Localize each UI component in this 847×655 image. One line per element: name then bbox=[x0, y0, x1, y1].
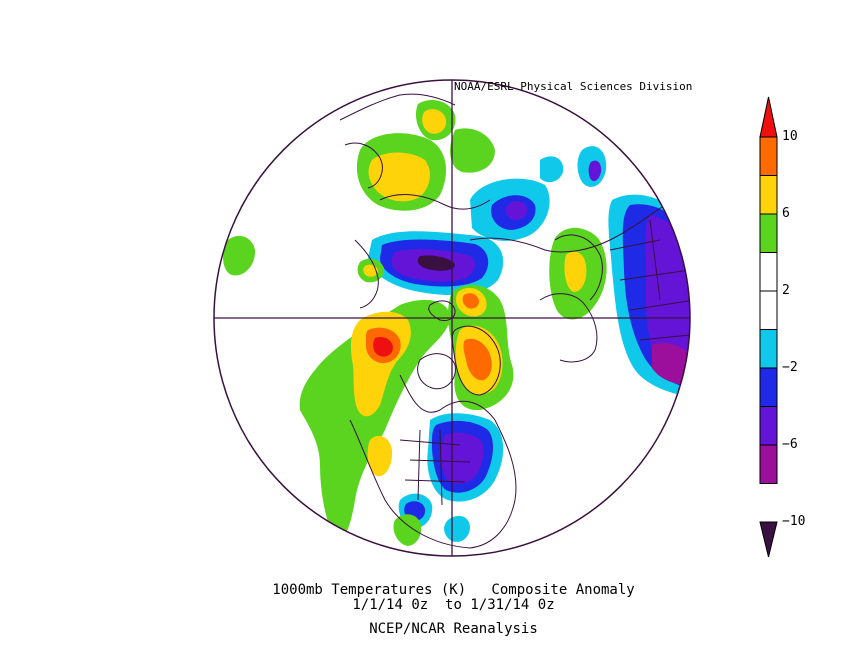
colorbar-segment bbox=[759, 329, 778, 369]
anomaly-greenland-warm-inner bbox=[463, 338, 492, 381]
anomaly-western-canada-warm-outer bbox=[299, 299, 450, 541]
colorbar-segment bbox=[759, 252, 778, 292]
colorbar bbox=[759, 96, 778, 558]
anomaly-pacific-warm bbox=[223, 235, 256, 276]
caption-line-1: 1000mb Temperatures (K) Composite Anomal… bbox=[272, 582, 635, 598]
colorbar-segment bbox=[759, 290, 778, 330]
anomaly-western-canada-warm-red bbox=[373, 337, 393, 357]
colorbar-segment bbox=[759, 136, 778, 176]
colorbar-tick-label: −10 bbox=[782, 514, 806, 529]
colorbar-segment bbox=[759, 213, 778, 253]
anomaly-siberia-cold-peak bbox=[505, 200, 527, 220]
anomaly-kamchatka-warm bbox=[450, 128, 495, 173]
caption-line-3: NCEP/NCAR Reanalysis bbox=[369, 621, 538, 637]
anomaly-beaufort-cold-peak bbox=[417, 255, 455, 271]
colorbar-segment bbox=[759, 406, 778, 446]
colorbar-tick-label: −2 bbox=[782, 360, 798, 375]
colorbar-tick-label: 6 bbox=[782, 206, 790, 221]
coastlines bbox=[339, 93, 690, 549]
coastline-us-states bbox=[399, 429, 471, 506]
anomaly-far-east-cold2-core bbox=[588, 160, 602, 182]
colorbar-segment bbox=[759, 175, 778, 215]
anomaly-western-us-warm bbox=[367, 435, 393, 477]
anomaly-chukotka-warm-core bbox=[422, 109, 447, 134]
anomaly-east-siberia-warm-core bbox=[368, 152, 430, 202]
coastline-alaska bbox=[354, 239, 379, 309]
colorbar-bottom-arrow bbox=[759, 521, 778, 558]
coastline-russia-north bbox=[469, 204, 666, 253]
anomaly-atlantic-cold bbox=[444, 515, 470, 542]
colorbar-segment bbox=[759, 367, 778, 407]
coastline-asia-east bbox=[339, 93, 456, 121]
credit-label: NOAA/ESRL Physical Sciences Division bbox=[454, 80, 693, 93]
colorbar-top-arrow bbox=[759, 96, 778, 138]
anomaly-svalbard-warm-core bbox=[462, 293, 479, 309]
coastline-chukotka bbox=[344, 142, 383, 189]
polar-map bbox=[213, 79, 691, 557]
anomaly-central-us-warm bbox=[393, 514, 422, 546]
coastline-greenland bbox=[451, 325, 501, 396]
coastline-scandinavia bbox=[554, 234, 603, 301]
coastline-hudson-bay bbox=[417, 353, 456, 390]
colorbar-tick-label: 10 bbox=[782, 129, 798, 144]
colorbar-segment bbox=[759, 444, 778, 484]
coastline-russia-admin bbox=[609, 219, 690, 341]
colorbar-tick-label: −6 bbox=[782, 437, 798, 452]
anomaly-scandinavia-warm-core bbox=[564, 251, 587, 292]
coastline-europe bbox=[539, 293, 598, 363]
coastline-north-america bbox=[349, 374, 517, 549]
caption-line-2: 1/1/14 0z to 1/31/14 0z bbox=[352, 597, 555, 613]
anomaly-shading bbox=[223, 99, 690, 546]
anomaly-far-east-cold bbox=[540, 156, 564, 183]
coastline-arctic-islands bbox=[428, 300, 456, 321]
coastline-siberia bbox=[379, 194, 491, 210]
colorbar-tick-label: 2 bbox=[782, 283, 790, 298]
